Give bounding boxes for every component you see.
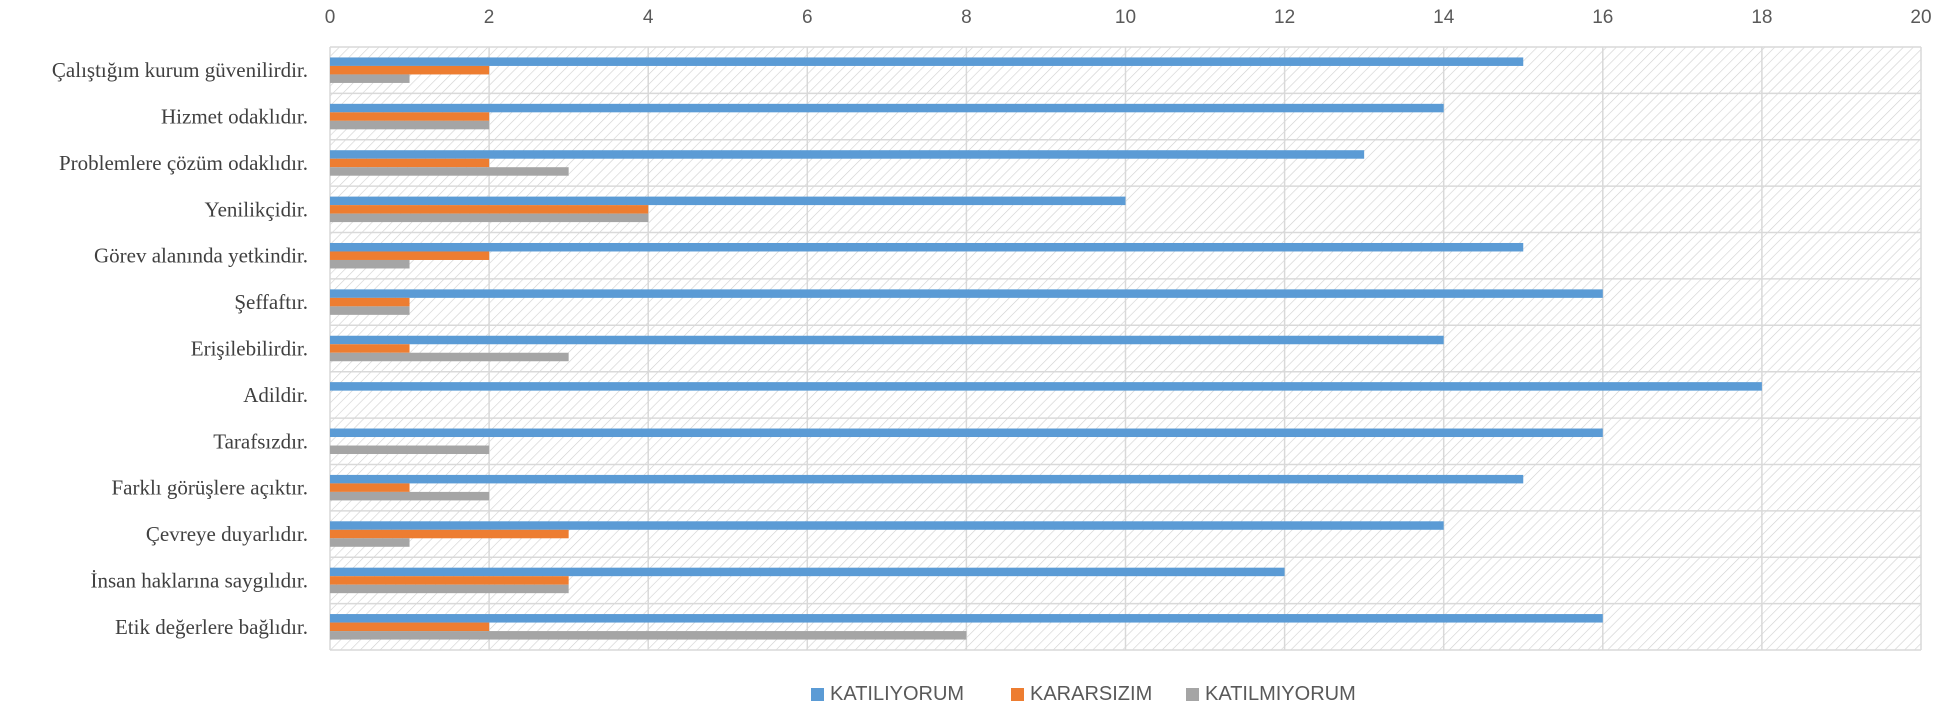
bar-kararsizim bbox=[330, 483, 410, 492]
x-tick-label: 14 bbox=[1433, 7, 1455, 28]
bar-katilmiyorum bbox=[330, 584, 569, 594]
bar-katiliyorum bbox=[330, 335, 1444, 345]
category-label: Problemlere çözüm odaklıdır. bbox=[59, 151, 308, 175]
x-tick-label: 16 bbox=[1592, 7, 1613, 28]
bar-katilmiyorum bbox=[330, 306, 410, 315]
bar-katilmiyorum bbox=[330, 491, 490, 501]
legend-label: KATILIYORUM bbox=[830, 683, 964, 705]
category-label: Etik değerlere bağlıdır. bbox=[115, 615, 308, 639]
bar-kararsizim bbox=[330, 205, 649, 214]
legend-label: KATILMIYORUM bbox=[1205, 683, 1356, 705]
x-tick-label: 2 bbox=[484, 7, 495, 28]
bar-katiliyorum bbox=[330, 428, 1603, 438]
x-tick-label: 18 bbox=[1751, 7, 1772, 28]
x-tick-label: 4 bbox=[643, 7, 654, 28]
bar-katiliyorum bbox=[330, 567, 1285, 577]
bar-katiliyorum bbox=[330, 242, 1524, 252]
bar-kararsizim bbox=[330, 529, 569, 539]
category-label: Erişilebilirdir. bbox=[191, 337, 308, 361]
y-axis: Çalıştığım kurum güvenilirdir. Hizmet oda… bbox=[52, 58, 308, 639]
bar-kararsizim bbox=[330, 65, 490, 75]
bar-katiliyorum bbox=[330, 474, 1524, 484]
bar-kararsizim bbox=[330, 576, 569, 585]
bar-katilmiyorum bbox=[330, 120, 490, 130]
x-tick-label: 0 bbox=[325, 7, 336, 28]
bar-katiliyorum bbox=[330, 103, 1444, 113]
x-tick-label: 20 bbox=[1910, 7, 1931, 28]
bar-katiliyorum bbox=[330, 382, 1762, 391]
bar-katiliyorum bbox=[330, 614, 1603, 623]
bar-kararsizim bbox=[330, 251, 490, 260]
category-label: Tarafsızdır. bbox=[213, 429, 308, 453]
bar-katilmiyorum bbox=[330, 167, 569, 176]
legend: KATILIYORUM KARARSIZIM KATILMIYORUM bbox=[811, 683, 1356, 705]
bar-katiliyorum bbox=[330, 150, 1365, 159]
bar-katilmiyorum bbox=[330, 538, 410, 547]
x-tick-label: 12 bbox=[1274, 7, 1295, 28]
category-label: Çalıştığım kurum güvenilirdir. bbox=[52, 58, 308, 82]
bar-kararsizim bbox=[330, 622, 490, 632]
x-axis: 0 2 4 6 8 10 12 14 16 18 20 bbox=[325, 7, 1932, 28]
bar-katilmiyorum bbox=[330, 352, 569, 362]
category-label: Adildir. bbox=[243, 383, 308, 407]
bar-kararsizim bbox=[330, 112, 490, 121]
bar-katilmiyorum bbox=[330, 631, 967, 640]
plot-area bbox=[329, 46, 1922, 651]
x-tick-label: 10 bbox=[1115, 7, 1136, 28]
legend-swatch bbox=[1186, 688, 1199, 701]
legend-label: KARARSIZIM bbox=[1030, 683, 1152, 705]
x-tick-label: 6 bbox=[802, 7, 813, 28]
bar-kararsizim bbox=[330, 344, 410, 353]
bar-kararsizim bbox=[330, 297, 410, 307]
bar-katiliyorum bbox=[330, 196, 1126, 206]
bar-katiliyorum bbox=[330, 289, 1603, 298]
legend-swatch bbox=[1011, 688, 1024, 701]
bar-katilmiyorum bbox=[330, 74, 410, 83]
category-label: Yenilikçidir. bbox=[205, 197, 308, 221]
x-tick-label: 8 bbox=[961, 7, 972, 28]
bar-katilmiyorum bbox=[330, 213, 649, 223]
bar-kararsizim bbox=[330, 158, 490, 168]
category-label: Görev alanında yetkindir. bbox=[94, 244, 308, 268]
bar-katilmiyorum bbox=[330, 445, 490, 455]
bar-katiliyorum bbox=[330, 521, 1444, 530]
legend-swatch bbox=[811, 688, 824, 701]
category-label: Şeffaftır. bbox=[234, 290, 308, 314]
category-label: Hizmet odaklıdır. bbox=[161, 105, 308, 129]
bar-katiliyorum bbox=[330, 57, 1524, 66]
category-label: Çevreye duyarlıdır. bbox=[146, 522, 308, 546]
category-label: İnsan haklarına saygılıdır. bbox=[90, 568, 308, 592]
bars bbox=[330, 57, 1762, 640]
category-label: Farklı görüşlere açıktır. bbox=[111, 476, 308, 500]
bar-katilmiyorum bbox=[330, 259, 410, 269]
